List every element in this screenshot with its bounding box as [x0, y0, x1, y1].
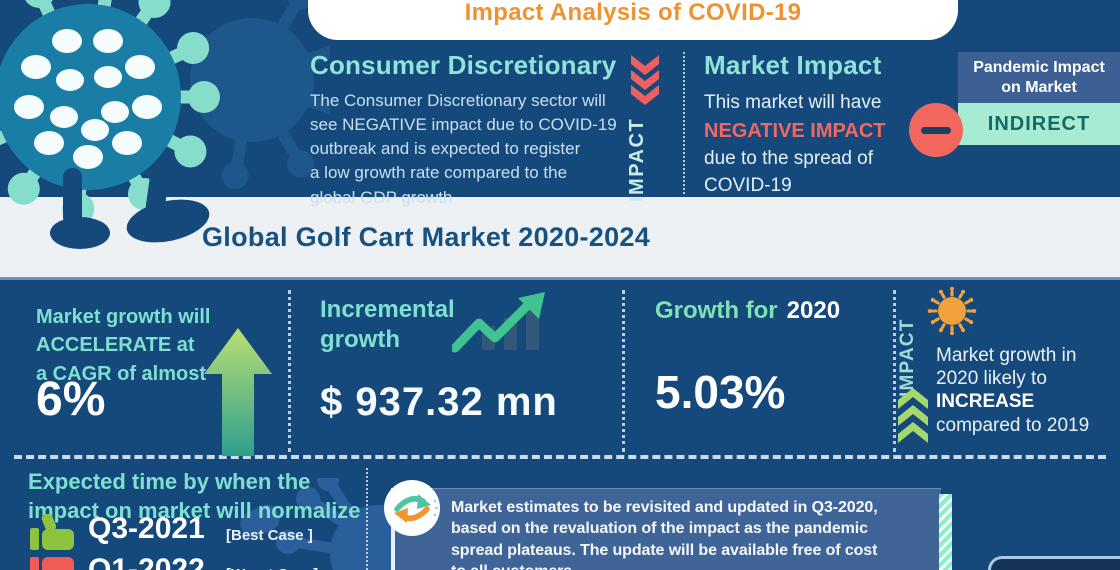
market-impact-block: Market Impact This market will have NEGA…	[704, 50, 904, 200]
stats-divider-1	[288, 290, 291, 452]
thumbs-down-icon	[30, 557, 74, 570]
outlook-line1: Market growth in 2020 likely to	[936, 345, 1077, 390]
consumer-title: Consumer Discretionary	[310, 50, 617, 80]
market-impact-line1: This market will have	[704, 92, 882, 113]
worst-case-note: [Worst Case]	[226, 566, 318, 570]
consumer-body: The Consumer Discretionary sector will s…	[310, 91, 617, 207]
virus-icon	[927, 286, 977, 336]
stats-divider-2	[622, 290, 625, 452]
shadow-virus	[190, 0, 330, 190]
top-divider	[683, 52, 685, 194]
virus-body	[0, 4, 181, 190]
virus-spikes	[0, 0, 220, 225]
stats-divider-3	[893, 290, 896, 452]
bottom-right-corner-box	[988, 556, 1120, 570]
best-case-quarter: Q3-2021	[88, 512, 205, 545]
trend-up-icon	[452, 292, 545, 353]
market-impact-highlight: NEGATIVE IMPACT	[704, 119, 886, 142]
growth-up-arrow-icon	[204, 328, 272, 456]
consumer-discretionary-block: Consumer Discretionary The Consumer Disc…	[310, 50, 640, 210]
outlook-text-block: Market growth in 2020 likely to INCREASE…	[936, 344, 1089, 437]
impact-vertical-label: IMPACT	[626, 117, 648, 202]
background-virus-silhouette	[240, 478, 398, 570]
outlook-line2: compared to 2019	[936, 414, 1090, 436]
growth-label-year: 2020	[786, 297, 841, 324]
top-banner: Impact Analysis of COVID-19	[308, 0, 958, 40]
minus-icon-bar	[921, 127, 951, 134]
best-case-note: [Best Case ]	[226, 527, 313, 544]
down-chevrons-icon	[631, 55, 659, 105]
update-note-box: Market estimates to be revisited and upd…	[391, 488, 941, 570]
outlook-impact-vertical-label: IMPACT	[897, 318, 918, 397]
stats-bottom-dashed-line	[14, 455, 1106, 459]
growth-label-text: Growth for	[655, 297, 778, 324]
market-impact-title: Market Impact	[704, 50, 882, 80]
growth-2020-value: 5.03%	[655, 366, 786, 418]
banner-title: Impact Analysis of COVID-19	[464, 0, 802, 26]
incremental-growth-value: $ 937.32 mn	[320, 380, 558, 424]
outlook-highlight: INCREASE	[936, 391, 1035, 413]
market-impact-line2: due to the spread of COVID-19	[704, 147, 874, 197]
market-title: Global Golf Cart Market 2020-2024	[202, 222, 651, 252]
incremental-growth-title: Incremental growth	[320, 296, 455, 353]
pandemic-impact-label: Pandemic Impact on Market	[958, 52, 1120, 103]
pandemic-impact-value: INDIRECT	[958, 103, 1120, 145]
stripes-decoration	[939, 494, 952, 570]
bottom-divider	[366, 468, 368, 570]
refresh-icon	[384, 480, 440, 536]
update-note-text: Market estimates to be revisited and upd…	[451, 499, 878, 570]
up-chevrons-icon	[898, 388, 928, 443]
virus-dots	[14, 29, 162, 169]
growth-2020-label: Growth for 2020	[655, 297, 840, 325]
minus-icon	[909, 103, 963, 157]
normalize-title: Expected time by when the impact on mark…	[28, 469, 361, 524]
worst-case-quarter: Q1-2022	[88, 553, 205, 570]
thumbs-up-icon	[30, 514, 74, 550]
cagr-value: 6%	[36, 373, 106, 426]
cagr-text: Market growth will ACCELERATE at a CAGR …	[36, 306, 211, 385]
